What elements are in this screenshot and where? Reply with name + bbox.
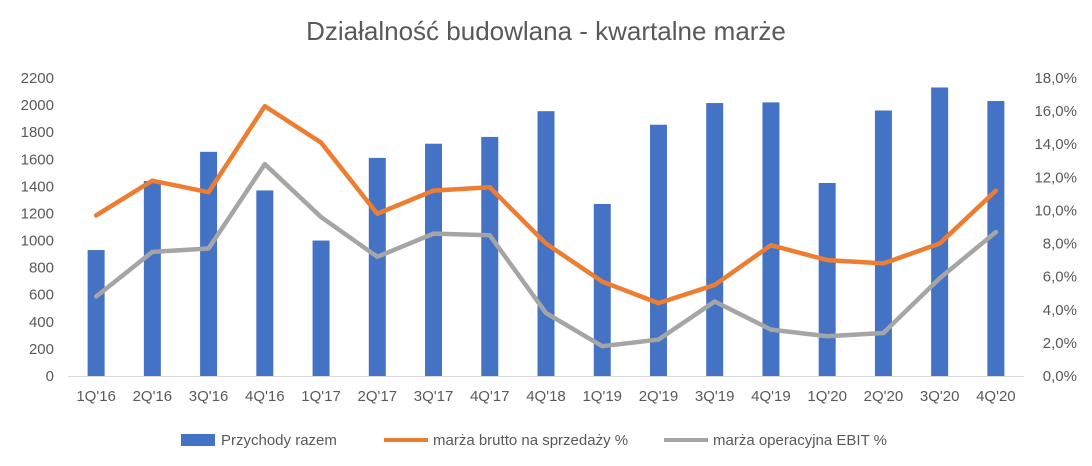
bar-4Q'20 bbox=[987, 101, 1005, 376]
x-tick-label: 2Q'19 bbox=[639, 388, 679, 405]
y-left-tick-label: 2200 bbox=[21, 70, 54, 87]
y-left-tick-label: 600 bbox=[29, 287, 54, 304]
legend-label: Przychody razem bbox=[221, 432, 337, 449]
legend-label: marża brutto na sprzedaży % bbox=[433, 432, 628, 449]
y-left-tick-label: 400 bbox=[29, 314, 54, 331]
y-right-tick-label: 14,0% bbox=[1034, 136, 1077, 153]
x-tick-label: 1Q'20 bbox=[807, 388, 847, 405]
legend-swatch bbox=[181, 434, 215, 446]
legend-item-line-1: marża brutto na sprzedaży % bbox=[384, 432, 628, 449]
y-left-tick-label: 200 bbox=[29, 341, 54, 358]
x-tick-label: 3Q'20 bbox=[920, 388, 960, 405]
x-tick-label: 2Q'20 bbox=[864, 388, 904, 405]
y-right-tick-label: 10,0% bbox=[1034, 202, 1077, 219]
y-right-tick-label: 16,0% bbox=[1034, 103, 1077, 120]
y-left-tick-label: 2000 bbox=[21, 97, 54, 114]
y-right-tick-label: 8,0% bbox=[1043, 236, 1077, 253]
x-tick-label: 4Q'20 bbox=[976, 388, 1016, 405]
y-right-axis: 0,0% 2,0% 4,0% 6,0% 8,0% 10,0% 12,0% 14,0% 16,0%… bbox=[1034, 70, 1077, 385]
x-tick-label: 3Q'17 bbox=[414, 388, 454, 405]
legend-item-bars: Przychody razem bbox=[181, 432, 337, 449]
x-tick-label: 2Q'16 bbox=[133, 388, 173, 405]
legend-label: marża operacyjna EBIT % bbox=[713, 432, 887, 449]
x-tick-label: 1Q'17 bbox=[301, 388, 341, 405]
bar-3Q'20 bbox=[931, 87, 949, 377]
y-right-tick-label: 18,0% bbox=[1034, 70, 1077, 87]
y-right-tick-label: 2,0% bbox=[1043, 335, 1077, 352]
y-right-tick-label: 0,0% bbox=[1043, 368, 1077, 385]
legend-item-line-2: marża operacyjna EBIT % bbox=[664, 432, 887, 449]
bar-1Q'17 bbox=[312, 240, 330, 376]
y-left-tick-label: 1600 bbox=[21, 151, 54, 168]
bar-1Q'20 bbox=[818, 182, 836, 376]
bar-4Q'17 bbox=[481, 136, 499, 376]
y-left-tick-label: 1400 bbox=[21, 178, 54, 195]
chart-legend: Przychody razem marża brutto na sprzedaży… bbox=[181, 432, 887, 449]
bar-1Q'19 bbox=[593, 203, 611, 376]
chart-title: Działalność budowlana - kwartalne marże bbox=[306, 16, 786, 46]
x-tick-label: 4Q'19 bbox=[751, 388, 791, 405]
bar-3Q'19 bbox=[706, 103, 724, 377]
y-right-tick-label: 12,0% bbox=[1034, 169, 1077, 186]
y-left-tick-label: 800 bbox=[29, 260, 54, 277]
bar-2Q'20 bbox=[874, 110, 892, 376]
bar-2Q'17 bbox=[368, 157, 386, 376]
y-left-tick-label: 1000 bbox=[21, 233, 54, 250]
x-tick-label: 4Q'16 bbox=[245, 388, 285, 405]
x-tick-label: 3Q'16 bbox=[189, 388, 229, 405]
bar-3Q'16 bbox=[200, 151, 218, 376]
bar-3Q'17 bbox=[425, 143, 443, 376]
y-left-tick-label: 1800 bbox=[21, 124, 54, 141]
bar-1Q'16 bbox=[87, 250, 105, 376]
bar-2Q'16 bbox=[143, 180, 161, 376]
y-right-tick-label: 6,0% bbox=[1043, 269, 1077, 286]
x-tick-label: 4Q'18 bbox=[526, 388, 566, 405]
y-right-tick-label: 4,0% bbox=[1043, 302, 1077, 319]
bar-4Q'19 bbox=[762, 102, 780, 376]
bar-2Q'19 bbox=[649, 124, 667, 377]
y-left-tick-label: 0 bbox=[46, 368, 54, 385]
x-tick-label: 1Q'16 bbox=[76, 388, 116, 405]
x-tick-label: 1Q'19 bbox=[582, 388, 622, 405]
x-tick-label: 2Q'17 bbox=[358, 388, 398, 405]
y-left-axis: 0 200 400 600 800 1000 1200 1400 1600 1800 2000 220… bbox=[21, 70, 54, 385]
x-axis: 1Q'16 2Q'16 3Q'16 4Q'16 1Q'17 2Q'17 3Q'17 4Q'17… bbox=[76, 388, 1015, 405]
bar-4Q'16 bbox=[256, 190, 274, 376]
y-left-tick-label: 1200 bbox=[21, 205, 54, 222]
line-series-layer bbox=[93, 103, 999, 349]
x-tick-label: 4Q'17 bbox=[470, 388, 510, 405]
x-tick-label: 3Q'19 bbox=[695, 388, 735, 405]
